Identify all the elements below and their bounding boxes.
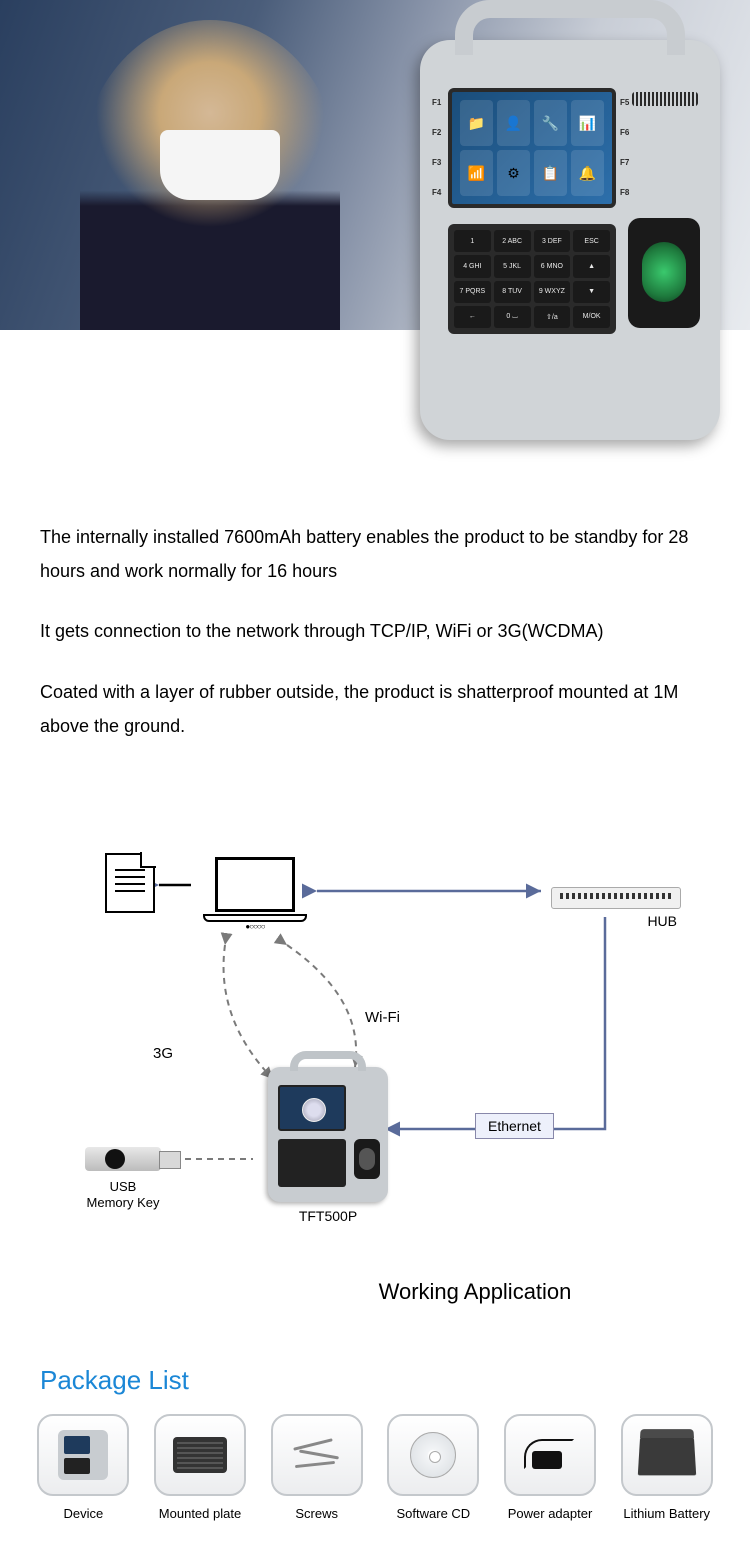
package-list: Device Mounted plate Screws Software CD … [0,1414,750,1521]
fingerprint-sensor [628,218,700,328]
device-screen: 📁 👤 🔧 📊 📶 ⚙ 📋 🔔 [448,88,616,208]
pkg-item-adapter: Power adapter [501,1414,600,1521]
keypad-key: 6 MNO [534,255,571,277]
pkg-label: Screws [267,1506,366,1521]
device-node: TFT500P [253,1067,403,1224]
fn-key: F1 [432,98,441,107]
working-diagram: ●○○○○ HUB Wi-Fi 3G Ethernet TFT500P USB … [55,849,695,1269]
keypad-key: M/OK [573,306,610,328]
keypad-key: 2 ABC [494,230,531,252]
device-main: F1 F2 F3 F4 F5 F6 F7 F8 📁 👤 🔧 📊 📶 ⚙ 📋 🔔 … [420,40,720,440]
ethernet-label: Ethernet [475,1113,554,1139]
pkg-item-battery: Lithium Battery [617,1414,716,1521]
desc-paragraph-3: Coated with a layer of rubber outside, t… [40,675,710,743]
keypad-key: 3 DEF [534,230,571,252]
package-title: Package List [0,1365,750,1396]
hub-label: HUB [541,913,691,929]
desc-paragraph-1: The internally installed 7600mAh battery… [40,520,710,588]
fn-key: F8 [620,188,629,197]
desc-paragraph-2: It gets connection to the network throug… [40,614,710,648]
screen-icon: ⚙ [497,150,530,196]
laptop-icon: ●○○○○ [195,857,315,947]
keypad-key: 9 WXYZ [534,281,571,303]
hub-node: HUB [541,887,691,929]
keypad-key: 0 ⌴ [494,306,531,328]
pkg-icon-adapter [504,1414,596,1496]
screen-icon: 👤 [497,100,530,146]
fn-key: F3 [432,158,441,167]
device-speaker [632,92,698,106]
3g-label: 3G [153,1045,173,1062]
keypad-key: 4 GHI [454,255,491,277]
diagram-title: Working Application [0,1279,750,1305]
screen-icon: 🔔 [571,150,604,196]
fn-key: F6 [620,128,629,137]
keypad-key: ⇧/a [534,306,571,328]
pkg-label: Device [34,1506,133,1521]
pkg-item-screws: Screws [267,1414,366,1521]
keypad-key: 1 [454,230,491,252]
pkg-icon-battery [621,1414,713,1496]
wifi-label: Wi-Fi [365,1009,400,1026]
fn-key: F5 [620,98,629,107]
face-mask [160,130,280,200]
usb-node: USB Memory Key [63,1147,183,1212]
device-keypad: 1 2 ABC 3 DEF ESC 4 GHI 5 JKL 6 MNO ▲ 7 … [448,224,616,334]
screen-icon: 📊 [571,100,604,146]
keypad-key: ▲ [573,255,610,277]
fn-key: F2 [432,128,441,137]
pkg-item-cd: Software CD [384,1414,483,1521]
pkg-icon-screws [271,1414,363,1496]
pkg-icon-plate [154,1414,246,1496]
keypad-key: 5 JKL [494,255,531,277]
pkg-item-plate: Mounted plate [151,1414,250,1521]
hero-section: F1 F2 F3 F4 F5 F6 F7 F8 📁 👤 🔧 📊 📶 ⚙ 📋 🔔 … [0,0,750,480]
keypad-key: ESC [573,230,610,252]
pkg-label: Power adapter [501,1506,600,1521]
pkg-label: Mounted plate [151,1506,250,1521]
device-node-label: TFT500P [253,1208,403,1224]
pkg-label: Lithium Battery [617,1506,716,1521]
description-section: The internally installed 7600mAh battery… [0,480,750,799]
usb-label-1: USB [110,1179,137,1194]
keypad-key: ▼ [573,281,610,303]
document-icon [105,853,155,913]
screen-icon: 📁 [460,100,493,146]
fn-key: F7 [620,158,629,167]
pkg-label: Software CD [384,1506,483,1521]
fn-key: F4 [432,188,441,197]
keypad-key: 7 PQRS [454,281,491,303]
screen-icon: 📶 [460,150,493,196]
screen-icon: 📋 [534,150,567,196]
screen-icon: 🔧 [534,100,567,146]
keypad-key: 8 TUV [494,281,531,303]
pkg-icon-device [37,1414,129,1496]
pkg-item-device: Device [34,1414,133,1521]
usb-label-2: Memory Key [87,1195,160,1210]
device-handle [455,0,685,55]
pkg-icon-cd [387,1414,479,1496]
keypad-key: ← [454,306,491,328]
